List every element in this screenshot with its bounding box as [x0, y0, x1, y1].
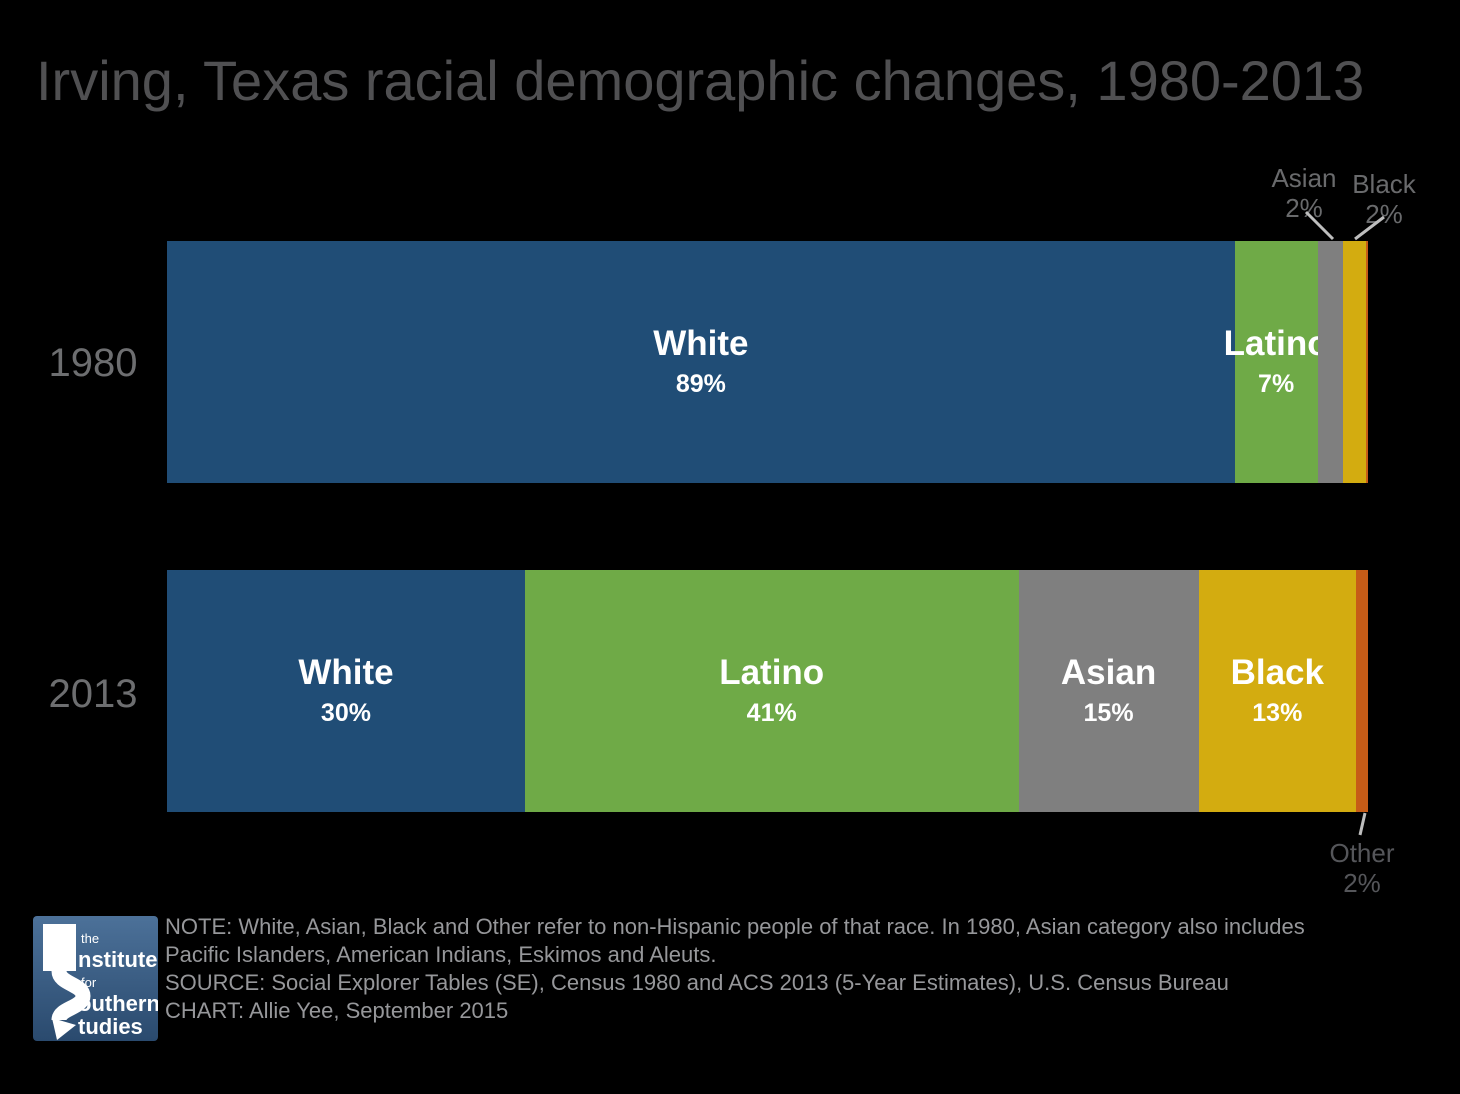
bar-segment-white-2013: White 30% — [167, 570, 525, 812]
segment-label-latino-2013: Latino 41% — [719, 654, 824, 728]
segment-name: Latino — [719, 653, 825, 693]
segment-percent: 13% — [1252, 698, 1303, 727]
segment-label-black-2013: Black 13% — [1231, 654, 1324, 728]
callout-asian-name: Asian — [1271, 163, 1337, 193]
institute-southern-studies-logo: the nstitute for outhern tudies — [33, 916, 160, 1041]
bar-segment-asian-1980 — [1317, 241, 1343, 483]
bar-segment-black-2013: Black 13% — [1198, 570, 1356, 812]
logo-word-institute: nstitute — [78, 947, 157, 972]
callout-other-name: Other — [1329, 838, 1395, 868]
segment-name: White — [298, 653, 394, 693]
logo-word-studies: tudies — [78, 1014, 143, 1039]
bar-segment-other-1980 — [1365, 241, 1368, 483]
bar-segment-black-1980 — [1342, 241, 1366, 483]
bar-segment-white-1980: White 89% — [167, 241, 1235, 483]
segment-name: White — [653, 324, 749, 364]
note-line-2: Pacific Islanders, American Indians, Esk… — [165, 942, 717, 967]
year-label-2013: 2013 — [48, 672, 138, 716]
stacked-bar-2013: White 30% Latino 41% Asian 15% Black 13% — [167, 570, 1368, 812]
segment-label-asian-2013: Asian 15% — [1061, 654, 1156, 728]
logo-word-the: the — [81, 931, 99, 946]
bar-segment-asian-2013: Asian 15% — [1018, 570, 1199, 812]
segment-name: Latino — [1223, 324, 1329, 364]
segment-label-latino-1980: Latino 7% — [1224, 325, 1329, 399]
other-leader-line — [1358, 812, 1367, 836]
segment-percent: 15% — [1083, 698, 1134, 727]
callout-black-1980: Black 2% — [1314, 169, 1454, 229]
logo-ribbon-tail — [52, 1018, 76, 1040]
segment-percent: 41% — [746, 698, 797, 727]
bar-segment-latino-1980: Latino 7% — [1224, 241, 1329, 483]
callout-other-2013: Other 2% — [1292, 838, 1432, 898]
callout-asian-1980: Asian 2% — [1234, 163, 1374, 223]
segment-percent: 30% — [320, 698, 371, 727]
logo-word-southern: outhern — [78, 991, 158, 1016]
segment-label-white-2013: White 30% — [298, 654, 393, 728]
segment-percent: 89% — [675, 369, 726, 398]
segment-name: Asian — [1060, 653, 1157, 693]
logo-ribbon-top — [43, 924, 76, 971]
footer-notes: NOTE: White, Asian, Black and Other refe… — [165, 913, 1425, 1025]
credit-line: CHART: Allie Yee, September 2015 — [165, 998, 509, 1023]
segment-percent: 7% — [1258, 369, 1295, 398]
segment-label-white-1980: White 89% — [653, 325, 748, 399]
note-line-1: NOTE: White, Asian, Black and Other refe… — [165, 914, 1305, 939]
callout-other-pct: 2% — [1343, 868, 1381, 898]
bar-segment-latino-2013: Latino 41% — [524, 570, 1019, 812]
year-label-1980: 1980 — [48, 341, 138, 385]
bar-segment-other-2013 — [1355, 570, 1368, 812]
source-line: SOURCE: Social Explorer Tables (SE), Cen… — [165, 970, 1229, 995]
callout-black-name: Black — [1352, 169, 1416, 199]
stacked-bar-1980: White 89% Latino 7% — [167, 241, 1368, 483]
logo-graphic: the nstitute for outhern tudies — [33, 916, 160, 1041]
chart-title: Irving, Texas racial demographic changes… — [36, 49, 1365, 112]
segment-name: Black — [1230, 653, 1324, 693]
callout-black-pct: 2% — [1365, 199, 1403, 229]
logo-word-for: for — [81, 975, 97, 990]
logo-s-curve — [51, 969, 91, 1022]
